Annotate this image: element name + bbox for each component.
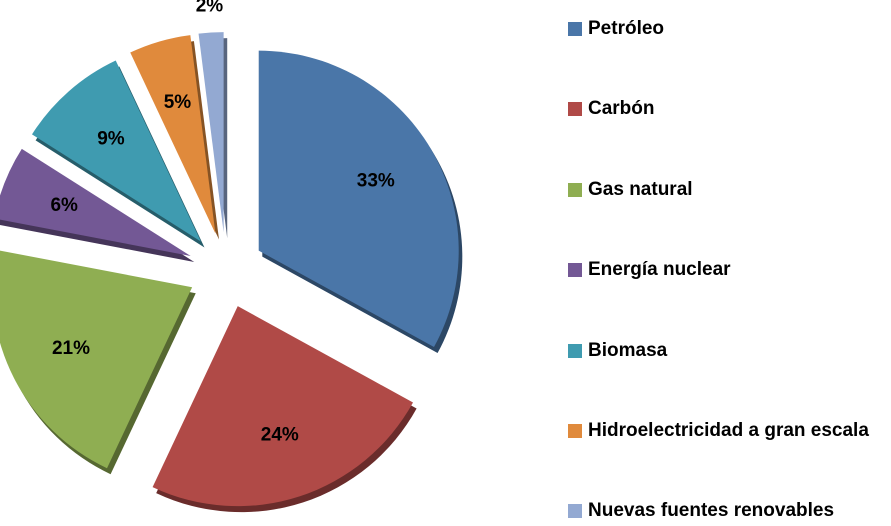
slice — [130, 35, 216, 234]
legend-item: Hidroelectricidad a gran escala — [568, 416, 878, 446]
legend-label: Nuevas fuentes renovables — [588, 500, 835, 521]
legend-item: Nuevas fuentes renovables — [568, 496, 878, 526]
legend-label: Energía nuclear — [588, 259, 731, 280]
legend-item: Energía nuclear — [568, 255, 878, 285]
pie-area: 33% 24% 21% 6% 9% 5% 2% — [0, 0, 463, 513]
legend-swatch — [568, 344, 582, 358]
slice — [0, 148, 191, 257]
legend-label: Gas natural — [588, 179, 693, 200]
data-label: 5% — [164, 92, 192, 113]
legend-item: Petróleo — [568, 14, 878, 44]
legend-swatch — [568, 263, 582, 277]
legend-swatch — [568, 183, 582, 197]
slice — [32, 60, 201, 242]
data-label: 9% — [97, 128, 125, 149]
legend-label: Carbón — [588, 98, 655, 119]
legend-label: Petróleo — [588, 18, 665, 39]
data-label: 6% — [50, 195, 78, 216]
data-label: 2% — [196, 0, 224, 17]
data-label: 33% — [357, 170, 395, 191]
data-label: 21% — [52, 338, 90, 359]
legend-swatch — [568, 424, 582, 438]
legend-label: Hidroelectricidad a gran escala — [588, 420, 869, 441]
legend-label: Biomasa — [588, 340, 668, 361]
legend-item: Carbón — [568, 94, 878, 124]
slice — [0, 250, 193, 469]
slice — [152, 306, 414, 507]
legend-swatch — [568, 504, 582, 518]
legend-item: Biomasa — [568, 336, 878, 366]
legend-item: Gas natural — [568, 175, 878, 205]
slice — [258, 50, 459, 348]
slice — [198, 32, 224, 233]
data-label: 24% — [261, 424, 299, 445]
legend-swatch — [568, 22, 582, 36]
legend-swatch — [568, 102, 582, 116]
